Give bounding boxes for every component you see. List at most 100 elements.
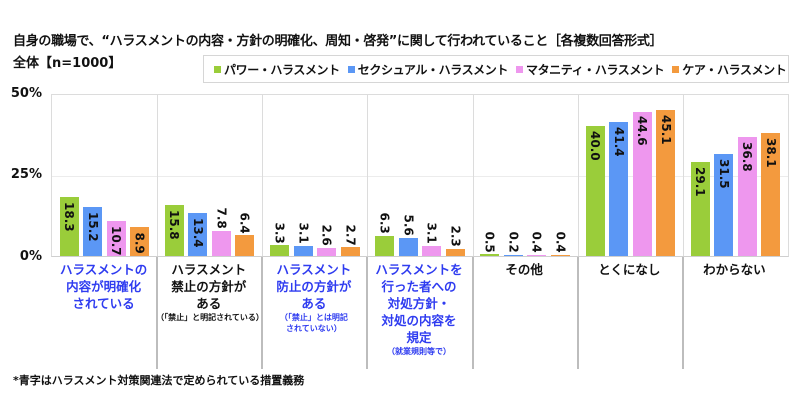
- category-label: ハラスメント 防止の方針が ある （「禁止」とは明記されていない）: [261, 261, 366, 334]
- category-divider: [366, 257, 368, 369]
- chart-legend: パワー・ハラスメント セクシュアル・ハラスメント マタニティ・ハラスメント ケア…: [203, 55, 789, 83]
- bar-value-label: 0.2: [506, 231, 521, 253]
- category-divider: [472, 257, 474, 369]
- bar: [690, 161, 710, 256]
- bar: [59, 196, 79, 256]
- bar: [270, 245, 290, 256]
- category-divider: [156, 257, 158, 369]
- bar: [550, 254, 570, 256]
- bar: [422, 245, 442, 256]
- legend-item-power: パワー・ハラスメント: [214, 61, 340, 78]
- bar-value-label: 29.1: [693, 166, 708, 197]
- bar: [527, 254, 547, 256]
- category-label: とくになし: [598, 262, 661, 277]
- bar-value-label: 3.1: [424, 222, 439, 245]
- category-axis: ハラスメントの 内容が明確化 されている ハラスメント 禁止の方針が ある （「禁止」と明記…: [51, 257, 789, 369]
- bar: [83, 206, 103, 256]
- legend-swatch-icon: [347, 65, 355, 73]
- bar: [317, 247, 337, 256]
- bar-value-label: 31.5: [716, 158, 731, 189]
- bar-value-label: 36.8: [740, 141, 755, 172]
- chart-subtitle: 全体【n=1000】: [13, 56, 122, 71]
- plot-area: 18.3 15.2 10.7 8.9 15.8 13.4 7.8 6.4 3.3 3.1 2.6 2.…: [51, 94, 789, 257]
- bar-value-label: 6.3: [377, 212, 392, 234]
- bar-value-label: 15.8: [167, 209, 182, 240]
- category-label: ハラスメントの 内容が明確化 されている: [59, 262, 148, 311]
- bar-value-label: 8.9: [132, 232, 147, 254]
- bar: [656, 109, 676, 256]
- bar: [293, 245, 313, 256]
- bar-value-label: 13.4: [190, 217, 205, 248]
- bar-value-label: 0.5: [482, 231, 497, 253]
- bar-value-label: 2.6: [319, 224, 334, 246]
- bar: [130, 227, 150, 256]
- bar: [632, 111, 652, 256]
- bar-value-label: 2.3: [448, 225, 463, 247]
- bar: [375, 235, 395, 256]
- bar-value-label: 40.0: [588, 131, 603, 161]
- y-tick-0: 0%: [19, 249, 42, 264]
- bar: [761, 132, 781, 256]
- y-tick-50: 50%: [10, 86, 42, 101]
- category-label: その他: [505, 262, 543, 277]
- category-label: ハラスメント 禁止の方針が ある （「禁止」と明記されている）: [156, 262, 264, 322]
- bar-value-label: 3.1: [296, 222, 311, 245]
- legend-label: セクシュアル・ハラスメント: [357, 62, 509, 77]
- category-divider: [682, 257, 684, 369]
- legend-swatch-icon: [515, 65, 523, 73]
- bar: [340, 247, 360, 256]
- category-divider: [577, 257, 579, 369]
- bar-value-label: 7.8: [214, 207, 229, 229]
- bar: [235, 235, 255, 256]
- category-note: （「禁止」とは明記されていない）: [279, 313, 348, 333]
- group-divider: [262, 95, 263, 256]
- category-label: ハラスメントを 行った者への 対処方針・ 対処の内容を 規定 （就業規則等で）: [366, 261, 471, 357]
- bar: [445, 248, 465, 256]
- bar-value-label: 2.7: [343, 224, 358, 246]
- bar: [106, 221, 126, 256]
- legend-item-maternity: マタニティ・ハラスメント: [515, 61, 665, 78]
- bar-value-label: 0.4: [553, 231, 568, 253]
- bar-value-label: 3.3: [272, 222, 287, 244]
- group-divider: [157, 95, 158, 256]
- legend-item-sexual: セクシュアル・ハラスメント: [347, 61, 509, 78]
- bar: [211, 230, 231, 256]
- bar-value-label: 6.4: [237, 212, 252, 234]
- category-label: わからない: [703, 262, 766, 277]
- category-divider: [261, 257, 263, 369]
- gridline-25: [52, 176, 788, 177]
- group-divider: [473, 95, 474, 256]
- bar-value-label: 18.3: [62, 201, 77, 232]
- bar-value-label: 44.6: [635, 116, 650, 147]
- chart-title: 自身の職場で、“ハラスメントの内容・方針の明確化、周知・啓発”に関して行われてい…: [13, 34, 663, 49]
- bar: [398, 237, 418, 256]
- bar: [737, 136, 757, 256]
- bar: [585, 126, 605, 256]
- legend-label: ケア・ハラスメント: [682, 62, 787, 77]
- bar-value-label: 5.6: [401, 214, 416, 237]
- bar-value-label: 41.4: [611, 126, 626, 157]
- bar: [503, 254, 523, 256]
- legend-label: パワー・ハラスメント: [224, 62, 340, 77]
- bar: [164, 204, 184, 256]
- legend-label: マタニティ・ハラスメント: [525, 62, 665, 77]
- legend-item-care: ケア・ハラスメント: [672, 61, 787, 78]
- bar-value-label: 0.4: [529, 231, 544, 253]
- bar-value-label: 38.1: [763, 137, 778, 168]
- y-tick-25: 25%: [10, 167, 42, 182]
- bar: [714, 153, 734, 256]
- bar: [480, 254, 500, 256]
- category-note: （就業規則等で）: [386, 347, 451, 356]
- legend-swatch-icon: [214, 65, 221, 73]
- group-divider: [683, 95, 684, 256]
- category-note: （「禁止」と明記されている）: [156, 313, 264, 322]
- legend-swatch-icon: [672, 65, 680, 73]
- footnote: *青字はハラスメント対策関連法で定められている措置義務: [13, 374, 305, 387]
- group-divider: [578, 95, 579, 256]
- bar: [188, 212, 208, 256]
- bar: [609, 121, 629, 256]
- bar-value-label: 15.2: [85, 211, 100, 242]
- bar-value-label: 10.7: [109, 226, 124, 256]
- group-divider: [367, 95, 368, 256]
- bar-value-label: 45.1: [658, 114, 673, 145]
